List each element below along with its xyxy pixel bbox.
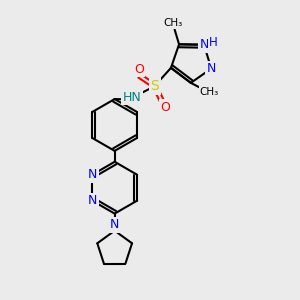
Text: O: O [161,101,171,114]
Text: HN: HN [123,91,142,104]
Text: CH₃: CH₃ [164,18,183,28]
Text: N: N [110,218,119,231]
Text: N: N [88,168,98,181]
Text: CH₃: CH₃ [200,87,219,97]
Text: S: S [150,79,159,93]
Text: N: N [88,194,98,207]
Text: N: N [207,62,216,75]
Text: N: N [199,38,209,51]
Text: H: H [209,36,218,49]
Text: O: O [134,63,144,76]
